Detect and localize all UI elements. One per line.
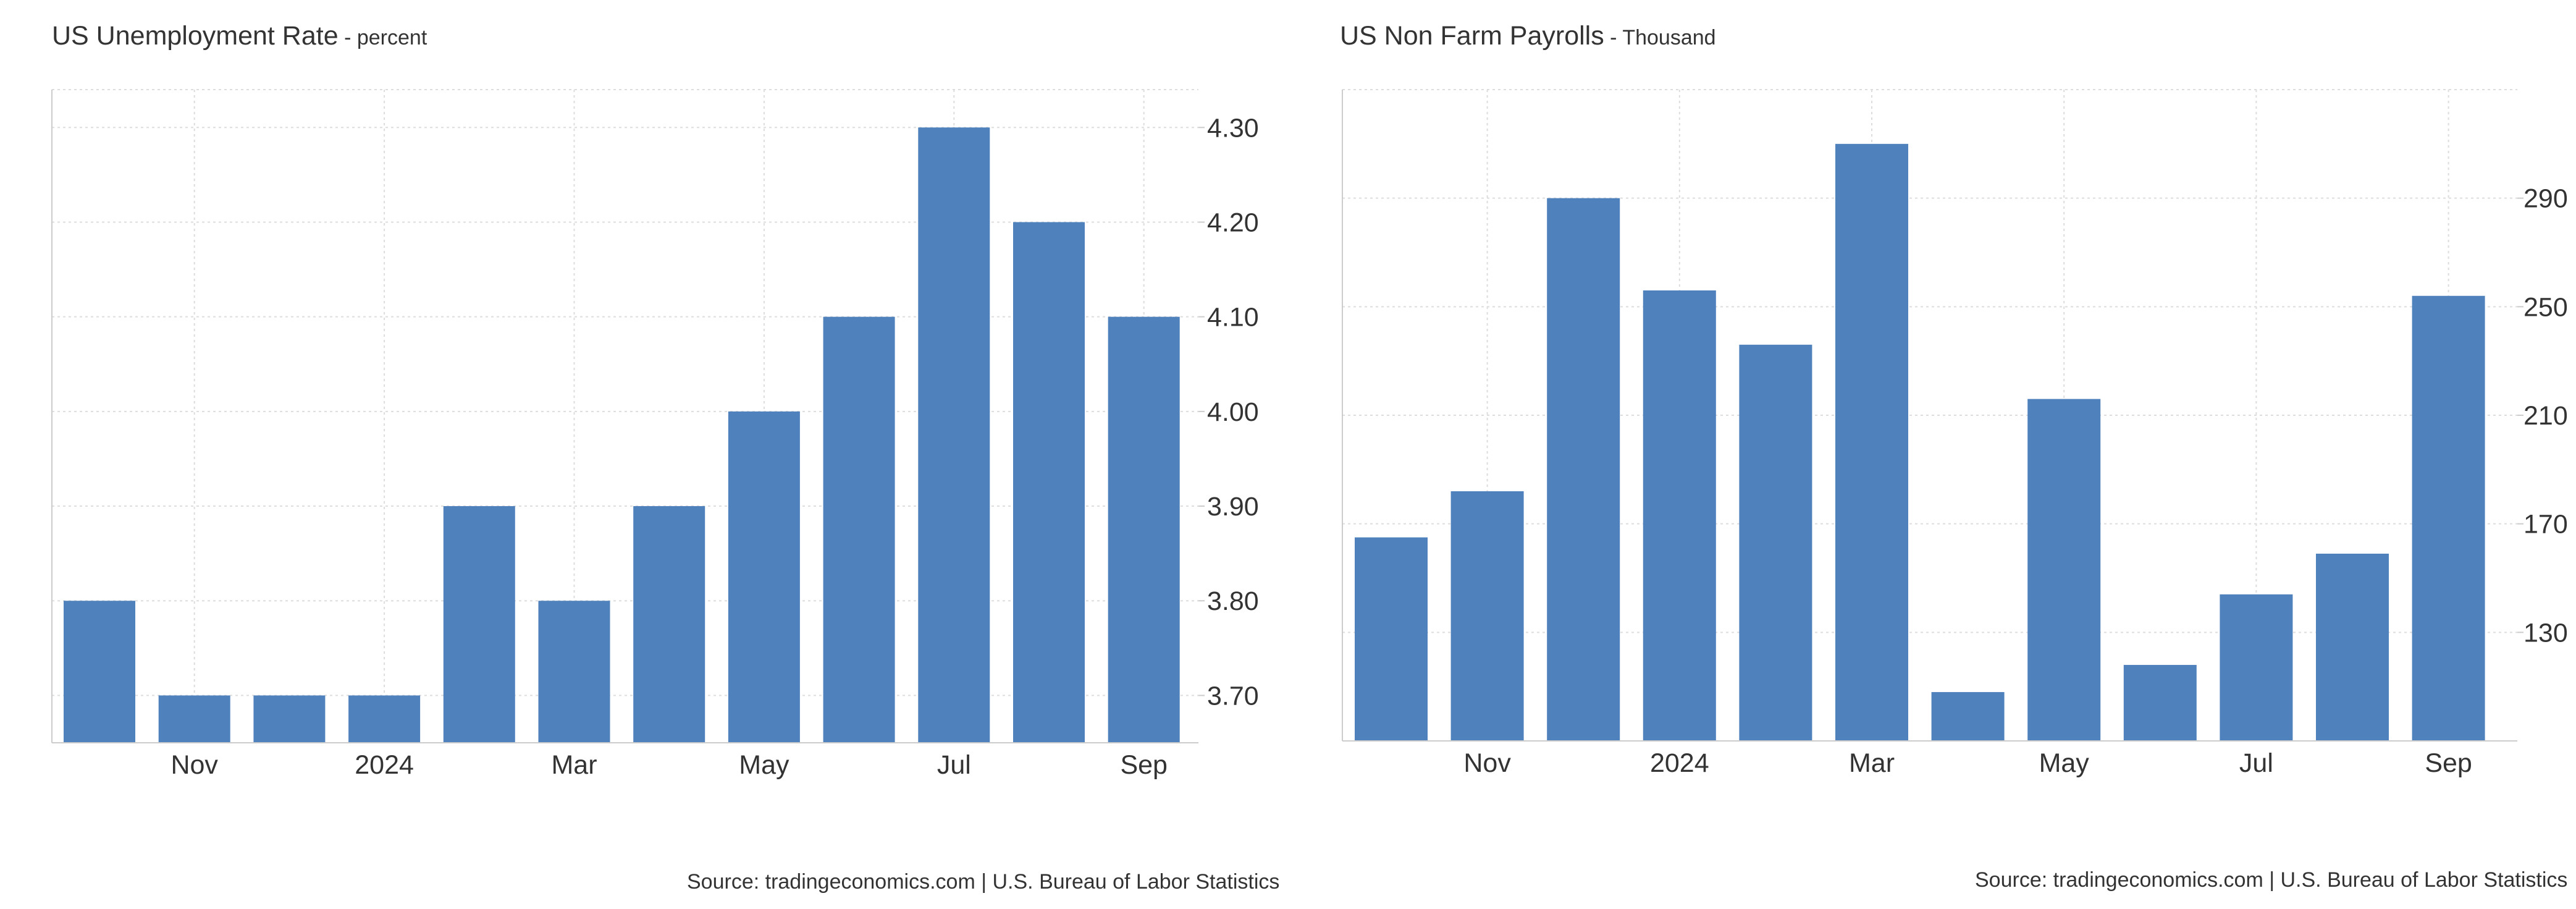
x-tick-label: Mar	[1849, 748, 1895, 778]
x-axis: Nov 2024 Mar May Jul Sep	[1463, 748, 2472, 778]
bar-feb-2024	[1739, 344, 1812, 741]
bar-aug-2024	[2316, 553, 2389, 741]
bar-dec-2023	[253, 695, 326, 743]
x-tick-label: 2024	[1650, 748, 1709, 778]
chart-unit: percent	[356, 26, 427, 49]
x-tick-label: May	[2039, 748, 2090, 778]
y-tick-label: 4.30	[1207, 113, 1259, 143]
x-tick-label: May	[739, 750, 789, 780]
bar-oct-2023	[64, 601, 135, 743]
payrolls-chart-panel: US Non Farm Payrolls - Thousand 290 250 21…	[1288, 0, 2576, 909]
bar-dec-2023	[1547, 198, 1620, 742]
payrolls-source-text: Source: tradingeconomics.com | U.S. Bure…	[1975, 868, 2568, 892]
y-axis: 4.30 4.20 4.10 4.00 3.90 3.80 3.70	[1198, 113, 1259, 711]
bar-jul-2024	[918, 127, 990, 743]
bar-sep-2024	[1108, 316, 1180, 743]
x-axis: Nov 2024 Mar May Jul Sep	[170, 750, 1167, 780]
unemployment-chart-panel: US Unemployment Rate - percent 4.30 4.20 4…	[51, 21, 1280, 894]
bar-oct-2023	[1355, 537, 1428, 741]
bar-jun-2024	[823, 316, 895, 743]
x-tick-label: Jul	[937, 750, 971, 780]
y-tick-label: 4.00	[1207, 397, 1259, 427]
bar-nov-2023	[1450, 491, 1524, 741]
bar-jul-2024	[2220, 594, 2293, 741]
bar-mar-2024	[538, 601, 610, 743]
gridlines	[51, 89, 1198, 743]
bar-aug-2024	[1013, 222, 1085, 743]
chart-unit: Thousand	[1622, 26, 1716, 49]
chart-title-text: US Unemployment Rate	[52, 21, 339, 51]
bar-apr-2024	[1931, 691, 2005, 741]
bar-feb-2024	[443, 506, 515, 743]
unemployment-bar-chart: 4.30 4.20 4.10 4.00 3.90 3.80 3.70 Nov 2024 Mar Ma…	[51, 89, 1259, 780]
y-tick-label: 4.10	[1207, 303, 1259, 332]
bar-series	[1355, 143, 2485, 742]
bar-sep-2024	[2412, 295, 2485, 741]
x-tick-label: Sep	[1120, 750, 1168, 780]
y-tick-label: 210	[2523, 401, 2568, 431]
bar-may-2024	[2027, 399, 2101, 741]
y-tick-label: 130	[2523, 618, 2568, 648]
x-tick-label: Mar	[551, 750, 597, 780]
chart-title-text: US Non Farm Payrolls	[1340, 21, 1604, 51]
y-tick-label: 3.70	[1207, 681, 1259, 711]
bar-mar-2024	[1835, 143, 1908, 742]
y-tick-label: 250	[2523, 292, 2568, 322]
y-tick-label: 3.90	[1207, 492, 1259, 522]
x-tick-label: 2024	[355, 750, 414, 780]
bar-jun-2024	[2123, 665, 2197, 741]
payrolls-chart-title: US Non Farm Payrolls - Thousand	[1340, 21, 1716, 51]
unemployment-source-text: Source: tradingeconomics.com | U.S. Bure…	[687, 870, 1280, 894]
payrolls-bar-chart: 290 250 210 170 130 Nov 2024 Mar May Jul Sep	[1342, 89, 2568, 778]
unemployment-chart-title: US Unemployment Rate - percent	[52, 21, 427, 51]
y-tick-label: 3.80	[1207, 586, 1259, 616]
bar-jan-2024	[1643, 290, 1716, 741]
x-tick-label: Sep	[2425, 748, 2472, 778]
y-tick-label: 170	[2523, 510, 2568, 539]
x-tick-label: Nov	[1463, 748, 1511, 778]
bar-apr-2024	[633, 506, 705, 743]
bar-jan-2024	[348, 695, 421, 743]
x-tick-label: Jul	[2239, 748, 2273, 778]
x-tick-label: Nov	[170, 750, 218, 780]
bar-nov-2023	[158, 695, 230, 743]
y-tick-label: 4.20	[1207, 208, 1259, 237]
bar-may-2024	[728, 411, 800, 743]
bar-series	[64, 127, 1180, 743]
y-axis: 290 250 210 170 130	[2517, 184, 2568, 648]
y-tick-label: 290	[2523, 184, 2568, 214]
